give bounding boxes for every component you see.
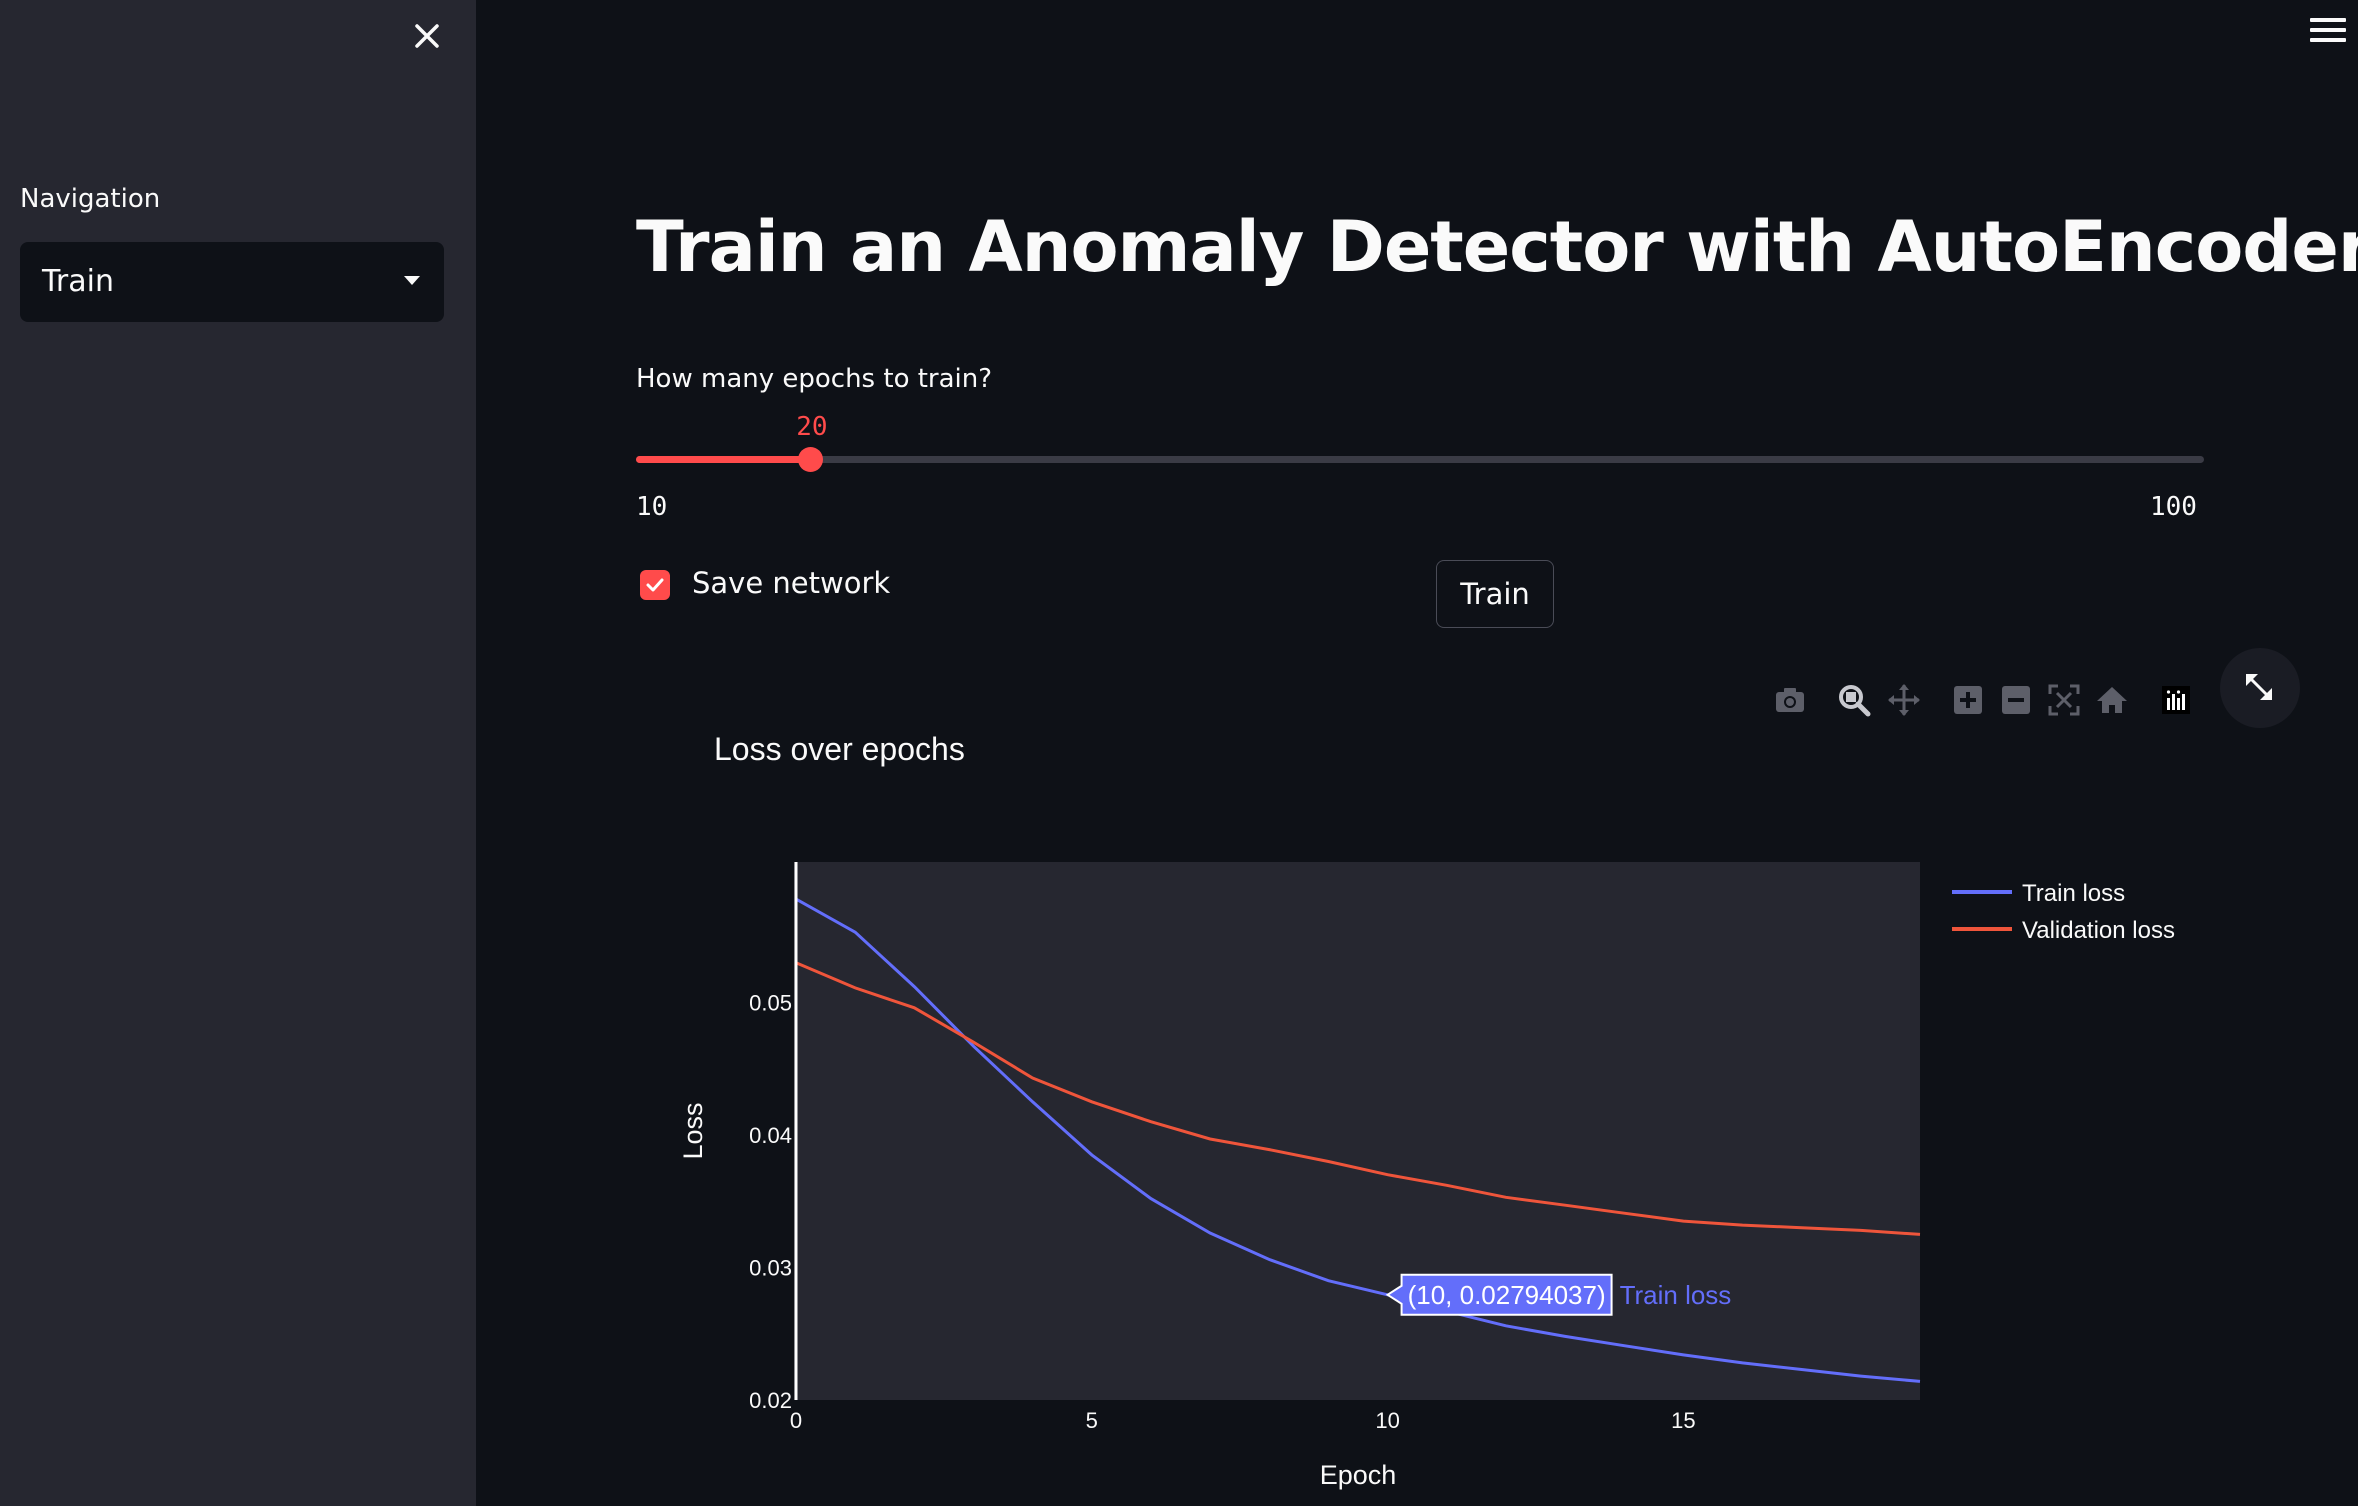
chevron-down-icon [404, 276, 420, 285]
epochs-slider-max: 100 [2150, 492, 2197, 522]
zoom-out-icon[interactable] [1998, 682, 2034, 718]
legend: Train loss Validation loss [1952, 880, 2175, 944]
x-axis: 0 5 10 15 [790, 1408, 1696, 1433]
camera-icon[interactable] [1772, 682, 1808, 718]
zoom-in-icon[interactable] [1950, 682, 1986, 718]
fullscreen-button[interactable] [2220, 648, 2300, 728]
hover-tooltip-text: (10, 0.02794037) [1408, 1280, 1606, 1310]
sidebar: Navigation Train [0, 0, 476, 1506]
plotly-logo-icon[interactable] [2158, 682, 2194, 718]
train-loss-line[interactable] [795, 897, 1921, 1383]
y-axis: 0.02 0.03 0.04 0.05 [749, 990, 792, 1413]
y-tick-label: 0.05 [749, 990, 792, 1015]
hover-tooltip-box [1385, 1273, 1613, 1316]
zoom-icon[interactable] [1836, 682, 1872, 718]
save-network-checkbox[interactable] [640, 570, 670, 600]
x-tick-label: 15 [1671, 1408, 1695, 1433]
page-title: Train an Anomaly Detector with AutoEncod… [636, 206, 2358, 288]
x-tick-label: 10 [1375, 1408, 1399, 1433]
y-axis-label: Loss [678, 1102, 708, 1159]
epochs-slider-fill [636, 456, 811, 463]
epochs-slider-thumb[interactable] [798, 447, 824, 472]
epochs-slider-min: 10 [636, 492, 668, 522]
epochs-slider-label: How many epochs to train? [636, 364, 993, 394]
x-tick-label: 5 [1086, 1408, 1098, 1433]
hover-tooltip: (10, 0.02794037) Train loss [1385, 1273, 1732, 1316]
pan-icon[interactable] [1886, 682, 1922, 718]
hover-tooltip-series: Train loss [1620, 1280, 1732, 1310]
x-tick-label: 0 [790, 1408, 802, 1433]
validation-loss-line[interactable] [795, 961, 1921, 1236]
plot-area[interactable] [794, 862, 1920, 1400]
y-tick-label: 0.04 [749, 1123, 792, 1148]
hamburger-icon [2310, 38, 2346, 42]
chart-title: Loss over epochs [714, 731, 965, 767]
checkmark-icon [646, 578, 664, 592]
navigation-select-value: Train [42, 264, 114, 299]
save-network-label: Save network [692, 566, 891, 600]
y-tick-label: 0.03 [749, 1255, 792, 1280]
navigation-select[interactable]: Train [20, 242, 444, 322]
legend-train-label[interactable]: Train loss [2022, 880, 2125, 907]
y-tick-label: 0.02 [749, 1388, 792, 1413]
autoscale-icon[interactable] [2046, 682, 2082, 718]
main-menu-button[interactable] [2310, 18, 2346, 48]
hamburger-icon [2310, 28, 2346, 32]
expand-icon [2246, 674, 2272, 700]
train-button[interactable]: Train [1436, 560, 1554, 628]
epochs-slider-track[interactable] [636, 447, 2204, 472]
series-lines [795, 897, 1921, 1383]
epochs-slider-value: 20 [796, 412, 828, 442]
close-icon [415, 24, 439, 48]
home-icon[interactable] [2094, 682, 2130, 718]
hamburger-icon [2310, 18, 2346, 22]
x-axis-label: Epoch [1320, 1460, 1397, 1490]
legend-validation-label[interactable]: Validation loss [2022, 917, 2175, 944]
navigation-label: Navigation [20, 184, 161, 214]
close-sidebar-button[interactable] [407, 16, 447, 56]
